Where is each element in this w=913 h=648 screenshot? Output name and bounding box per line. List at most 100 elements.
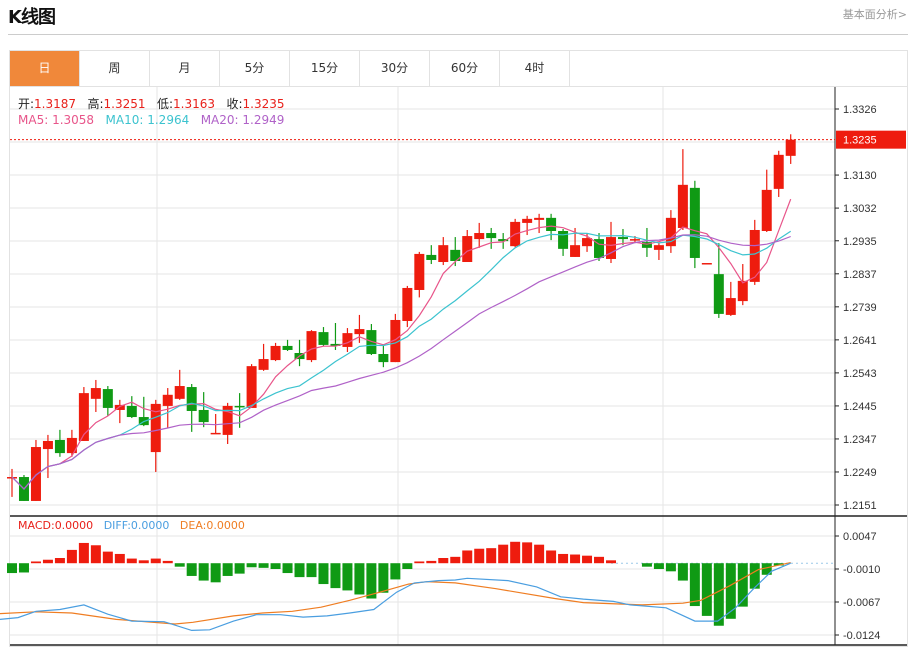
macd-bar <box>450 556 461 564</box>
macd-info: MACD:0.0000 DIFF:0.0000 DEA:0.0000 <box>18 519 245 532</box>
candle <box>270 342 281 362</box>
high-label: 高: <box>87 97 104 111</box>
candle-body <box>665 217 676 247</box>
macd-bar <box>510 541 521 564</box>
macd-bar <box>114 553 125 564</box>
tab-4hour[interactable]: 4时 <box>500 51 570 86</box>
candle-body <box>162 394 173 406</box>
candle-body <box>282 345 293 350</box>
candle <box>522 215 533 236</box>
tab-15min[interactable]: 15分 <box>290 51 360 86</box>
macd-bar <box>582 555 593 564</box>
tab-5min[interactable]: 5分 <box>220 51 290 86</box>
macd-bar <box>570 554 581 564</box>
tab-60min[interactable]: 60分 <box>430 51 500 86</box>
macd-bar <box>258 563 269 568</box>
macd-bar <box>294 563 305 578</box>
candle <box>546 213 557 241</box>
candle-body <box>246 366 257 408</box>
candle-body <box>402 287 413 321</box>
candle-body <box>749 229 760 282</box>
tab-day[interactable]: 日 <box>10 51 80 86</box>
macd-bar <box>689 563 700 607</box>
macd-bar <box>641 563 652 567</box>
fundamental-analysis-link[interactable]: 基本面分析> <box>842 8 907 21</box>
macd-y-tick-label: -0.0124 <box>843 630 880 642</box>
tab-month[interactable]: 月 <box>150 51 220 86</box>
macd-bar <box>42 559 53 564</box>
y-tick-label: 1.2935 <box>843 236 877 248</box>
macd-bar <box>737 563 748 607</box>
candle-body <box>54 439 65 454</box>
candle <box>330 323 341 350</box>
macd-bar <box>390 563 401 580</box>
macd-bar <box>30 561 41 564</box>
tab-30min[interactable]: 30分 <box>360 51 430 86</box>
candle-body <box>150 403 161 453</box>
ma5-line <box>11 198 792 490</box>
candle-body <box>546 217 557 232</box>
candle-body <box>713 274 724 314</box>
candle <box>18 475 29 501</box>
candle <box>582 234 593 252</box>
macd-bar <box>150 558 161 564</box>
candle <box>30 439 41 501</box>
candle <box>426 245 437 265</box>
candle-body <box>426 254 437 260</box>
macd-bar <box>606 560 616 564</box>
macd-bar <box>306 563 317 578</box>
macd-bar <box>522 542 533 564</box>
candle <box>258 343 269 371</box>
candle <box>354 314 365 343</box>
macd-bar <box>198 563 209 581</box>
macd-bar <box>126 558 137 564</box>
diff-label: DIFF: <box>103 519 131 532</box>
candle-body <box>677 184 688 228</box>
candle <box>462 229 473 263</box>
candle <box>773 150 784 197</box>
macd-bar <box>773 563 784 566</box>
macd-bar <box>222 563 233 576</box>
candle-body <box>318 332 329 345</box>
macd-bar <box>725 563 736 619</box>
candle-body <box>761 189 772 232</box>
candle <box>402 285 413 328</box>
ma10-value: 1.2964 <box>147 113 190 127</box>
candle-body <box>30 447 41 501</box>
current-price-label: 1.3235 <box>843 135 877 147</box>
macd-bar <box>486 548 497 564</box>
candle <box>606 221 616 264</box>
macd-bar <box>354 563 365 595</box>
candle-body <box>534 217 545 220</box>
macd-bar <box>102 551 113 564</box>
macd-bar <box>90 545 101 564</box>
open-value: 1.3187 <box>34 97 77 111</box>
macd-bar <box>761 563 772 575</box>
candle <box>594 233 605 261</box>
candle <box>498 233 509 249</box>
period-tabs: 日 周 月 5分 15分 30分 60分 4时 <box>9 50 908 86</box>
candle <box>102 386 113 417</box>
macd-y-tick-label: 0.0047 <box>843 531 877 543</box>
candle <box>761 169 772 233</box>
candle <box>114 399 125 424</box>
candle <box>126 396 137 419</box>
macd-bar <box>534 544 545 564</box>
tab-week[interactable]: 周 <box>80 51 150 86</box>
candle-body <box>594 239 605 258</box>
y-tick-label: 1.2739 <box>843 302 877 314</box>
macd-bar <box>665 563 676 572</box>
macd-bar <box>66 549 77 564</box>
candle-body <box>378 354 389 363</box>
candle <box>785 134 796 164</box>
candle-body <box>90 388 101 399</box>
candle <box>7 468 17 497</box>
candle-body <box>66 437 77 454</box>
ma20-label: MA20: <box>200 113 239 127</box>
macd-y-tick-label: -0.0067 <box>843 597 880 609</box>
candle-body <box>42 440 53 450</box>
candle-body <box>438 245 449 263</box>
candle <box>474 222 485 248</box>
candle <box>558 228 569 256</box>
